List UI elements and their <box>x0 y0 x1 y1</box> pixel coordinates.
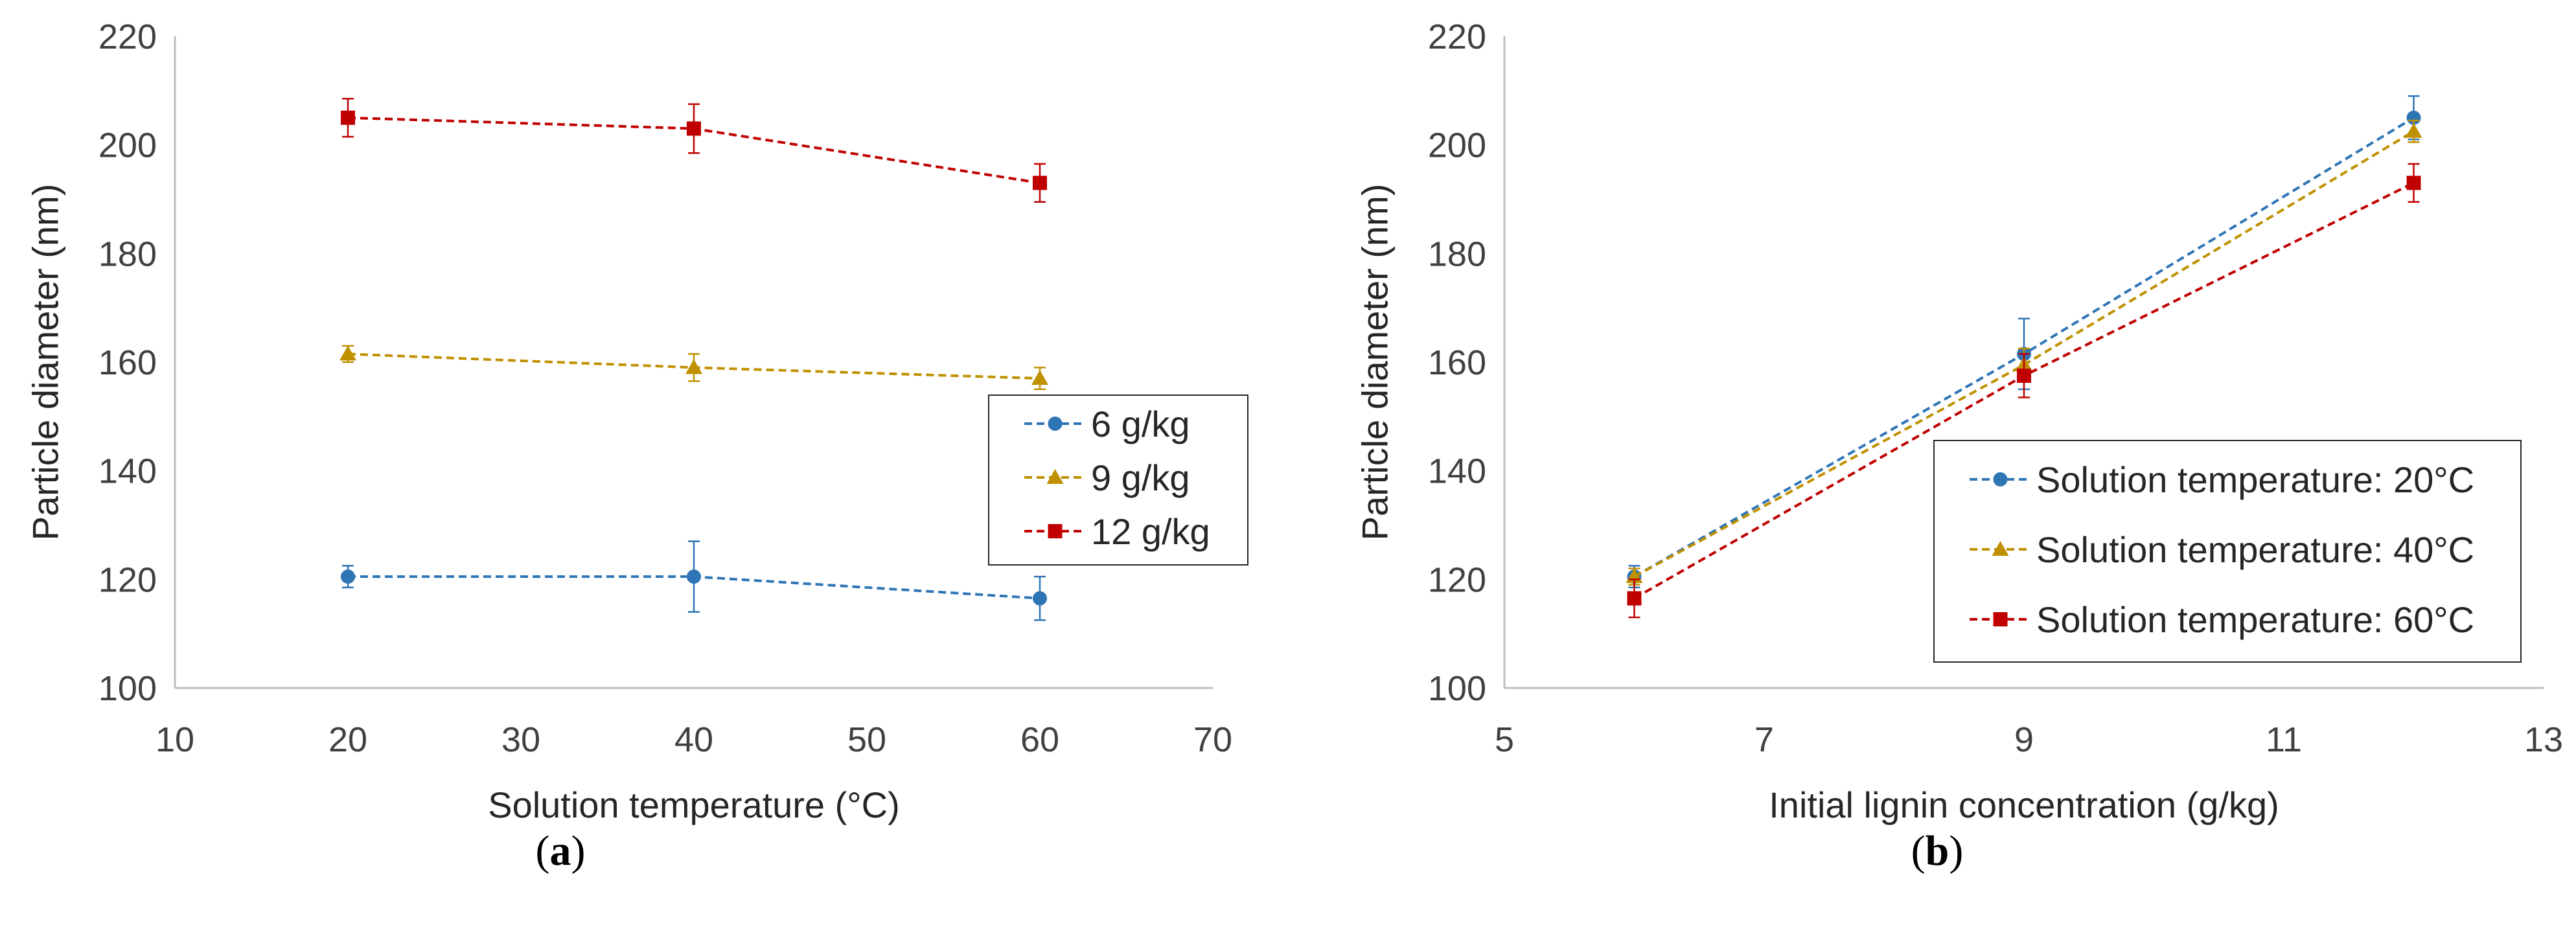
series-1 <box>339 345 1048 391</box>
data-point <box>2017 368 2031 383</box>
data-point <box>341 110 355 125</box>
data-point <box>1627 591 1642 606</box>
data-point <box>1031 370 1048 385</box>
y-tick-label: 120 <box>98 560 157 599</box>
y-axis-title: Particle diameter (nm) <box>25 184 66 541</box>
y-tick-label: 220 <box>98 17 157 56</box>
legend: 6 g/kg 9 g/kg 12 g/kg <box>988 395 1248 566</box>
legend-label: 9 g/kg <box>1091 457 1190 498</box>
x-tick-label: 50 <box>847 720 886 759</box>
x-tick-label: 10 <box>155 720 194 759</box>
y-tick-label: 140 <box>1428 452 1486 491</box>
x-tick-label: 9 <box>2014 720 2034 759</box>
x-tick-label: 70 <box>1193 720 1232 759</box>
legend-swatch-marker <box>1992 541 2009 556</box>
legend-label: Solution temperature: 40°C <box>2036 529 2474 570</box>
x-tick-label: 20 <box>328 720 367 759</box>
x-tick-label: 11 <box>2266 720 2302 759</box>
y-tick-label: 220 <box>1428 17 1486 56</box>
legend-swatch-marker <box>1048 524 1063 538</box>
y-tick-label: 100 <box>98 669 157 708</box>
panel-caption: (a) <box>536 827 586 875</box>
data-point <box>2406 110 2421 125</box>
legend-label: 6 g/kg <box>1091 404 1190 444</box>
panel-caption: (b) <box>1911 827 1964 875</box>
y-tick-label: 180 <box>98 234 157 273</box>
x-tick-label: 60 <box>1020 720 1059 759</box>
y-axis-title: Particle diameter (nm) <box>1355 184 1396 541</box>
data-point <box>687 569 701 584</box>
x-tick-label: 7 <box>1754 720 1774 759</box>
x-axis-title: Initial lignin concentration (g/kg) <box>1769 784 2279 825</box>
legend: Solution temperature: 20°C Solution tempe… <box>1933 440 2522 663</box>
data-point <box>339 345 356 361</box>
data-point <box>2405 122 2422 138</box>
data-point <box>1033 591 1047 606</box>
x-axis-title: Solution temperature (°C) <box>488 784 900 825</box>
data-point <box>687 121 701 136</box>
legend-swatch-marker <box>1993 612 2008 626</box>
data-point <box>1033 176 1047 190</box>
series-0 <box>341 540 1047 621</box>
series-2 <box>341 98 1047 203</box>
legend-label: Solution temperature: 60°C <box>2036 599 2474 640</box>
legend-label: 12 g/kg <box>1091 511 1210 552</box>
data-point <box>2406 176 2421 190</box>
y-tick-label: 180 <box>1428 234 1486 273</box>
y-tick-label: 140 <box>98 452 157 491</box>
y-tick-label: 120 <box>1428 560 1486 599</box>
y-tick-label: 200 <box>1428 126 1486 165</box>
x-tick-label: 13 <box>2524 720 2563 759</box>
series-2 <box>1627 163 2421 619</box>
legend-swatch-marker <box>1993 472 2008 486</box>
legend-box <box>1933 440 2522 663</box>
y-tick-label: 160 <box>98 343 157 382</box>
data-point <box>341 569 355 584</box>
y-tick-label: 200 <box>98 126 157 165</box>
legend-swatch-marker <box>1048 417 1063 431</box>
chart-panel-b: 100 120 140 160 180 200 220 5 7 9 11 13 Initial lign… <box>1355 17 2563 875</box>
x-tick-label: 30 <box>501 720 540 759</box>
y-tick-label: 160 <box>1428 343 1486 382</box>
data-point <box>685 359 702 374</box>
x-tick-label: 40 <box>674 720 713 759</box>
legend-label: Solution temperature: 20°C <box>2036 459 2474 500</box>
legend-swatch-marker <box>1046 469 1064 484</box>
y-tick-label: 100 <box>1428 669 1486 708</box>
chart-panel-a: 100 120 140 160 180 200 220 10 20 30 40 50 60 70 Solut… <box>25 17 1248 875</box>
x-tick-label: 5 <box>1495 720 1514 759</box>
